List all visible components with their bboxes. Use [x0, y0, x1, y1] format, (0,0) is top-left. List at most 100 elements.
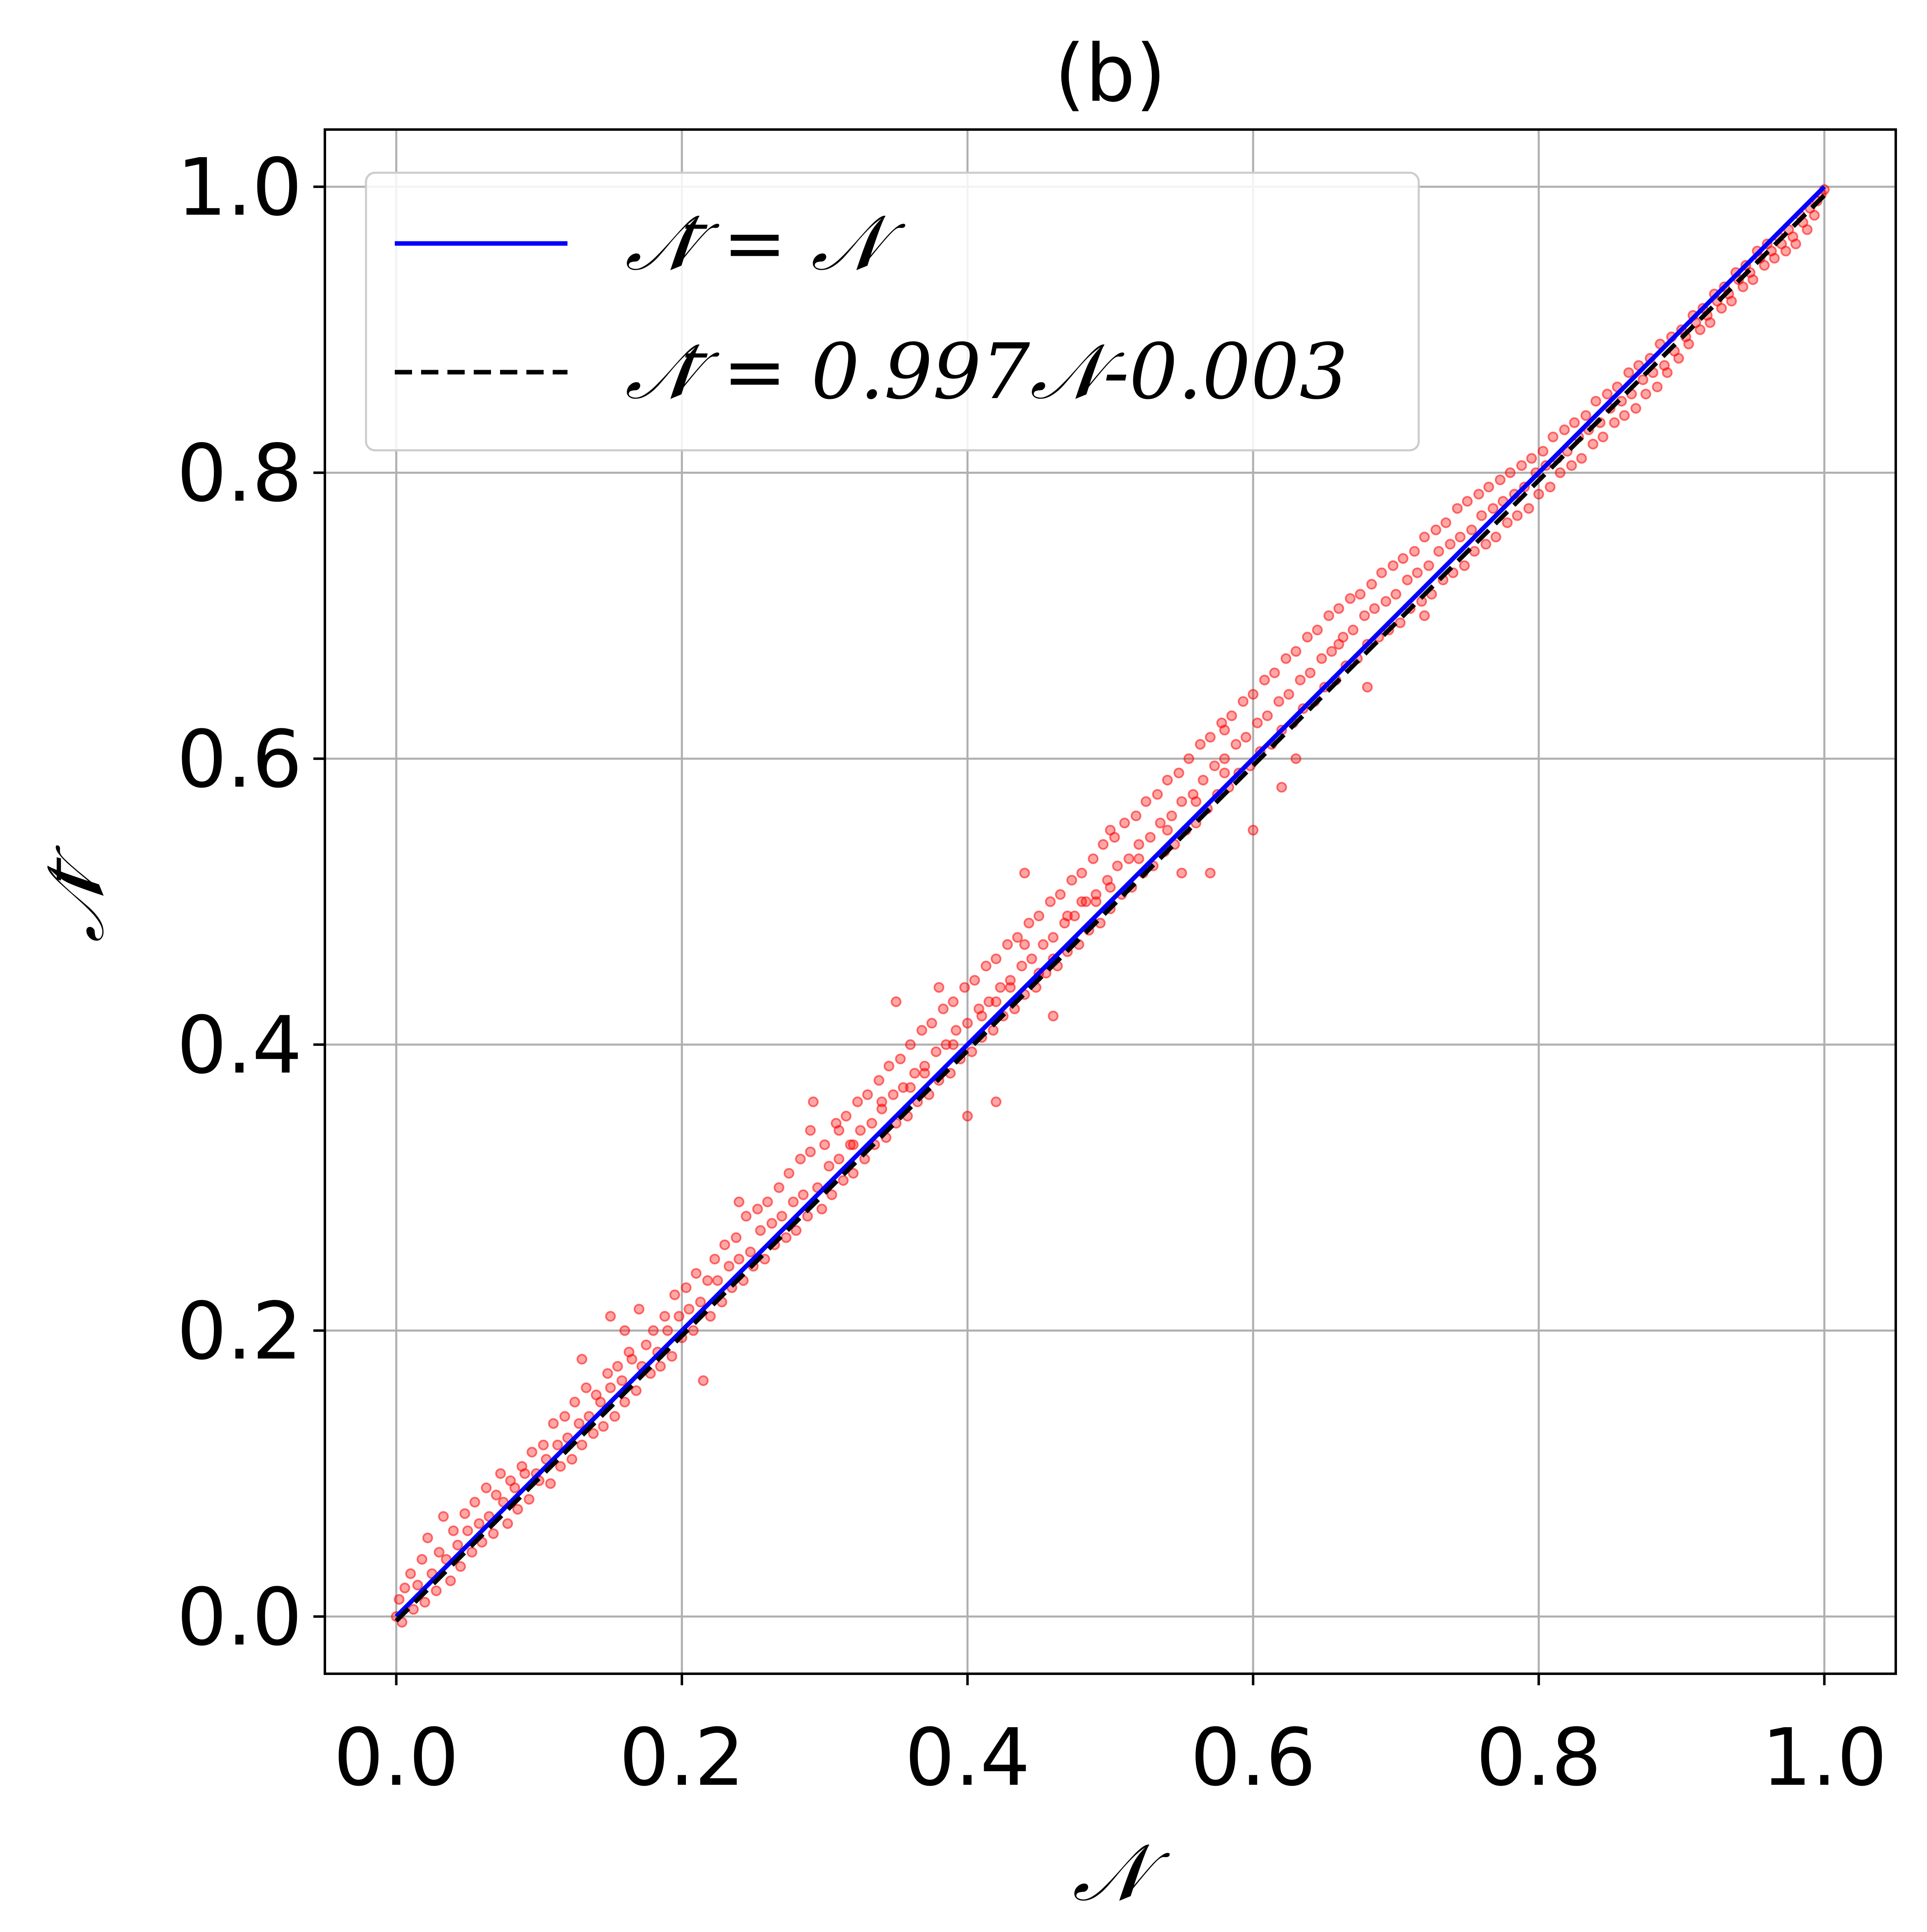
scatter-point — [866, 1118, 878, 1129]
scatter-point — [980, 960, 991, 971]
scatter-point — [1469, 546, 1480, 557]
scatter-point — [445, 1575, 456, 1587]
scatter-point — [1547, 431, 1559, 442]
scatter-point — [841, 1111, 852, 1122]
scatter-point — [931, 1046, 942, 1057]
scatter-point — [1480, 539, 1492, 550]
scatter-point — [502, 1518, 513, 1529]
scatter-point — [808, 1096, 819, 1107]
x-tick-label: 0.2 — [619, 1712, 745, 1804]
scatter-point — [988, 1025, 999, 1036]
scatter-point — [1652, 381, 1663, 392]
scatter-point — [705, 1311, 716, 1322]
scatter-point — [666, 1351, 677, 1362]
scatter-point — [948, 1039, 959, 1050]
scatter-point — [488, 1528, 499, 1539]
scatter-point — [940, 1039, 952, 1050]
scatter-point — [950, 1025, 961, 1036]
scatter-point — [1376, 567, 1387, 578]
scatter-point — [1190, 796, 1202, 807]
scatter-point — [455, 1561, 466, 1572]
scatter-point — [1333, 603, 1344, 614]
scatter-point — [834, 1125, 845, 1136]
scatter-point — [577, 1354, 588, 1365]
scatter-point — [566, 1454, 577, 1465]
x-tick-label: 0.8 — [1476, 1712, 1601, 1804]
scatter-point — [1362, 681, 1373, 693]
scatter-point — [602, 1368, 613, 1379]
scatter-point — [1345, 593, 1356, 604]
y-tick-label: 0.8 — [177, 428, 302, 519]
scatter-point — [523, 1494, 535, 1505]
scatter-point — [755, 1225, 766, 1236]
scatter-point — [681, 1282, 692, 1293]
scatter-point — [1048, 1010, 1059, 1022]
scatter-point — [1366, 579, 1377, 590]
scatter-point — [1412, 567, 1423, 578]
scatter-point — [405, 1568, 416, 1579]
scatter-point — [1005, 982, 1016, 993]
scatter-point — [1533, 489, 1544, 500]
scatter-point — [552, 1439, 563, 1450]
scatter-point — [1062, 910, 1073, 922]
scatter-point — [1237, 696, 1248, 707]
scatter-point — [845, 1139, 856, 1150]
scatter-point — [662, 1325, 673, 1336]
scatter-point — [1809, 210, 1820, 221]
scatter-point — [823, 1161, 834, 1172]
scatter-point — [1091, 896, 1102, 907]
axis-ticks: 0.0 0.2 0.4 0.6 0.8 1.0 0.0 0.2 0.4 0.6 0.8 1.0 — [177, 142, 1887, 1804]
scatter-point — [959, 982, 970, 993]
scatter-point — [619, 1325, 630, 1336]
scatter-point — [1459, 560, 1470, 571]
scatter-point — [1133, 839, 1144, 850]
scatter-point — [848, 1139, 859, 1150]
scatter-point — [1209, 760, 1220, 771]
scatter-point — [991, 953, 1002, 964]
scatter-point — [688, 1325, 699, 1336]
y-tick-label: 0.2 — [177, 1286, 302, 1378]
scatter-point — [762, 1196, 773, 1207]
scatter-point — [1230, 739, 1241, 750]
scatter-point — [1423, 560, 1434, 571]
scatter-point — [577, 1439, 588, 1450]
scatter-point — [1802, 224, 1813, 235]
scatter-point — [862, 1089, 873, 1100]
scatter-point — [545, 1478, 556, 1489]
scatter-point — [1262, 710, 1273, 721]
y-tick-label: 1.0 — [177, 142, 302, 234]
scatter-point — [1609, 417, 1620, 428]
scatter-point — [926, 1018, 937, 1029]
scatter-point — [848, 1168, 859, 1179]
scatter-point — [1295, 674, 1306, 686]
scatter-point — [569, 1397, 580, 1408]
scatter-point — [1619, 410, 1630, 421]
y-tick-label: 0.0 — [177, 1572, 302, 1663]
scatter-point — [919, 1068, 930, 1079]
scatter-point — [1119, 818, 1130, 829]
scatter-point — [991, 1096, 1002, 1107]
scatter-point — [1026, 953, 1037, 964]
scatter-point — [448, 1525, 459, 1536]
scatter-point — [752, 1204, 763, 1215]
scatter-point — [916, 1025, 927, 1036]
scatter-point — [1002, 939, 1013, 950]
scatter-point — [581, 1382, 592, 1393]
scatter-point — [1019, 867, 1030, 878]
scatter-point — [1005, 975, 1016, 986]
scatter-point — [1483, 482, 1494, 493]
scatter-point — [438, 1511, 449, 1522]
scatter-point — [1455, 531, 1466, 542]
scatter-point — [1441, 517, 1452, 528]
scatter-point — [1105, 882, 1116, 893]
scatter-point — [852, 1096, 863, 1107]
scatter-point — [1355, 588, 1366, 600]
scatter-point — [1326, 646, 1337, 657]
scatter-point — [702, 1275, 713, 1286]
scatter-point — [1123, 853, 1135, 864]
scatter-point — [1590, 396, 1601, 407]
scatter-point — [474, 1518, 485, 1529]
scatter-point — [1069, 910, 1080, 922]
scatter-point — [1333, 639, 1344, 650]
scatter-point — [909, 1068, 920, 1079]
